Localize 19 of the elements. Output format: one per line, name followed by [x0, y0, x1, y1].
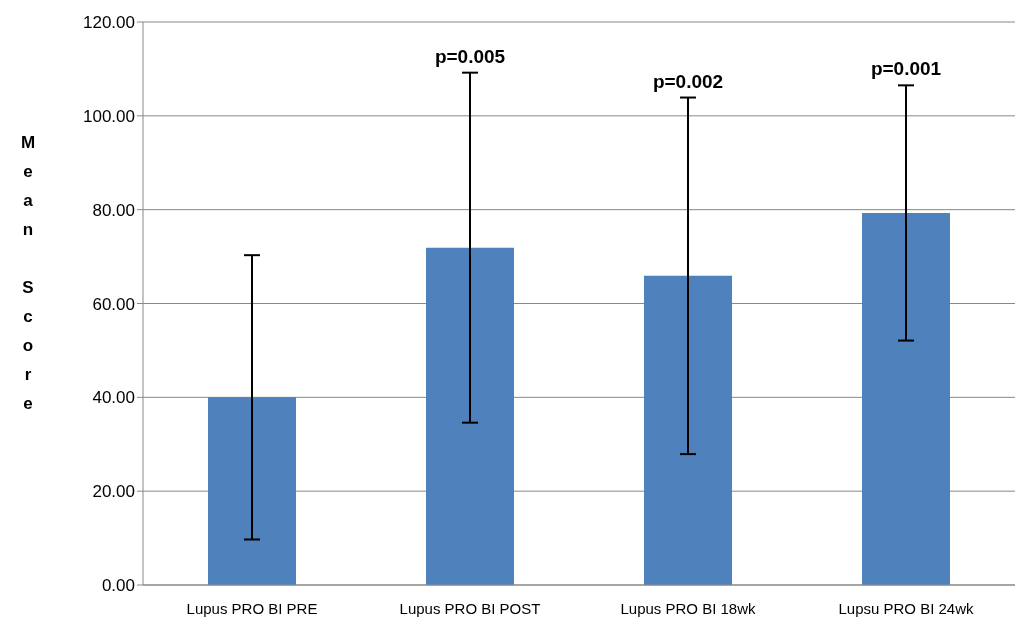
y-tick-label: 120.00	[83, 13, 135, 33]
y-tick-label: 100.00	[83, 106, 135, 126]
x-tick-label: Lupsu PRO BI 24wk	[838, 599, 975, 617]
x-tick-label: Lupus PRO BI PRE	[186, 599, 318, 617]
y-tick-label: 40.00	[92, 388, 135, 408]
annotation: p=0.001	[870, 58, 942, 80]
x-tick-label: Lupus PRO BI POST	[399, 599, 541, 617]
annotation: p=0.002	[652, 70, 724, 92]
text: Mean Score	[20, 133, 36, 413]
bar	[426, 247, 514, 585]
x-tick-label: Lupus PRO BI 18wk	[620, 599, 757, 617]
y-tick-label: 20.00	[92, 482, 135, 502]
bar	[862, 212, 950, 585]
bar	[208, 397, 296, 585]
y-tick-label: 60.00	[92, 294, 135, 314]
y-tick-label: 0.00	[101, 576, 135, 596]
bar	[644, 275, 732, 585]
annotation: p=0.005	[434, 45, 506, 67]
y-tick-label: 80.00	[92, 200, 135, 220]
